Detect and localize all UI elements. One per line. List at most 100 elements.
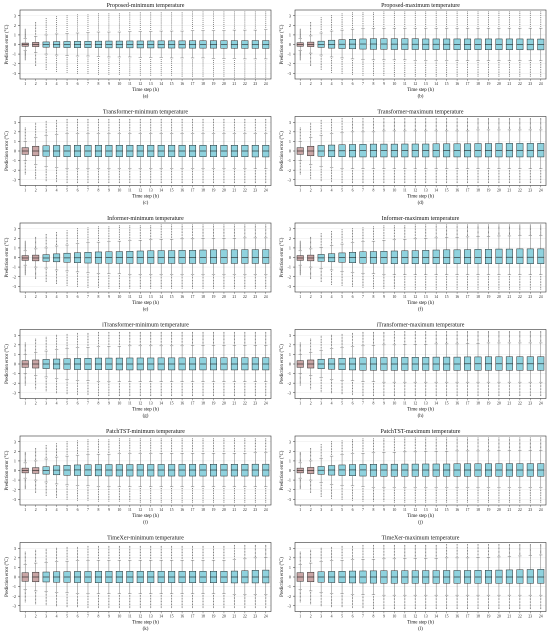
outlier-point xyxy=(331,70,332,71)
outlier-point xyxy=(56,22,57,23)
outlier-point xyxy=(478,64,479,65)
outlier-point xyxy=(203,26,204,27)
outlier-point xyxy=(35,239,36,240)
outlier-point xyxy=(234,336,235,337)
outlier-point xyxy=(244,179,245,180)
outlier-point xyxy=(404,279,405,280)
x-tick-label: 11 xyxy=(128,402,132,406)
outlier-point xyxy=(415,21,416,22)
outlier-point xyxy=(234,383,235,384)
outlier-point xyxy=(509,69,510,70)
outlier-point xyxy=(25,266,26,267)
x-tick-label: 4 xyxy=(56,402,58,406)
outlier-point xyxy=(488,287,489,288)
outlier-point xyxy=(509,181,510,182)
outlier-point xyxy=(457,230,458,231)
outlier-point xyxy=(352,182,353,183)
outlier-point xyxy=(182,285,183,286)
outlier-point xyxy=(404,121,405,122)
outlier-point xyxy=(383,17,384,18)
outlier-point xyxy=(457,176,458,177)
y-tick-label: -1 xyxy=(288,158,292,163)
outlier-point xyxy=(129,282,130,283)
y-tick-label: 2 xyxy=(14,342,16,347)
outlier-point xyxy=(467,72,468,73)
outlier-point xyxy=(88,388,89,389)
outlier-point xyxy=(310,174,311,175)
outlier-point xyxy=(488,123,489,124)
outlier-point xyxy=(255,224,256,225)
outlier-point xyxy=(488,72,489,73)
outlier-point xyxy=(425,176,426,177)
outlier-point xyxy=(373,286,374,287)
outlier-point xyxy=(244,283,245,284)
outlier-point xyxy=(498,21,499,22)
outlier-point xyxy=(150,227,151,228)
outlier-point xyxy=(404,171,405,172)
x-tick-label: 18 xyxy=(476,189,480,193)
outlier-point xyxy=(310,268,311,269)
outlier-point xyxy=(25,346,26,347)
outlier-point xyxy=(88,30,89,31)
outlier-point xyxy=(519,62,520,63)
outlier-point xyxy=(119,333,120,334)
outlier-point xyxy=(98,345,99,346)
outlier-point xyxy=(383,343,384,344)
outlier-point xyxy=(321,19,322,20)
outlier-point xyxy=(25,377,26,378)
outlier-point xyxy=(446,338,447,339)
outlier-point xyxy=(425,233,426,234)
outlier-point xyxy=(404,386,405,387)
outlier-point xyxy=(457,126,458,127)
outlier-point xyxy=(457,76,458,77)
outlier-point xyxy=(129,179,130,180)
outlier-point xyxy=(425,289,426,290)
outlier-point xyxy=(383,13,384,14)
outlier-point xyxy=(467,76,468,77)
outlier-point xyxy=(352,67,353,68)
outlier-point xyxy=(488,76,489,77)
x-tick-label: 1 xyxy=(24,402,26,406)
outlier-point xyxy=(363,386,364,387)
y-tick-label: -2 xyxy=(13,274,17,279)
outlier-point xyxy=(77,20,78,21)
y-axis-label: Prediction error (°C) xyxy=(280,131,285,171)
outlier-point xyxy=(234,332,235,333)
outlier-point xyxy=(192,384,193,385)
outlier-point xyxy=(457,284,458,285)
outlier-point xyxy=(457,171,458,172)
chart-panel: Transformer-minimum temperature3210-1-2-… xyxy=(5,109,271,207)
outlier-point xyxy=(457,337,458,338)
outlier-point xyxy=(310,169,311,170)
outlier-point xyxy=(436,118,437,119)
outlier-point xyxy=(255,232,256,233)
outlier-point xyxy=(119,392,120,393)
outlier-point xyxy=(425,338,426,339)
outlier-point xyxy=(342,21,343,22)
outlier-point xyxy=(425,178,426,179)
outlier-point xyxy=(425,179,426,180)
outlier-point xyxy=(331,279,332,280)
outlier-point xyxy=(383,233,384,234)
outlier-point xyxy=(56,237,57,238)
outlier-point xyxy=(404,176,405,177)
outlier-point xyxy=(119,125,120,126)
outlier-point xyxy=(77,278,78,279)
outlier-point xyxy=(203,125,204,126)
outlier-point xyxy=(373,336,374,337)
outlier-point xyxy=(234,18,235,19)
outlier-point xyxy=(394,176,395,177)
outlier-point xyxy=(56,381,57,382)
outlier-point xyxy=(161,71,162,72)
outlier-point xyxy=(310,243,311,244)
outlier-point xyxy=(383,61,384,62)
outlier-point xyxy=(457,173,458,174)
outlier-point xyxy=(203,18,204,19)
outlier-point xyxy=(255,227,256,228)
outlier-point xyxy=(300,57,301,58)
outlier-point xyxy=(244,389,245,390)
outlier-point xyxy=(404,277,405,278)
x-tick-label: 19 xyxy=(487,295,491,299)
outlier-point xyxy=(467,285,468,286)
outlier-point xyxy=(255,26,256,27)
